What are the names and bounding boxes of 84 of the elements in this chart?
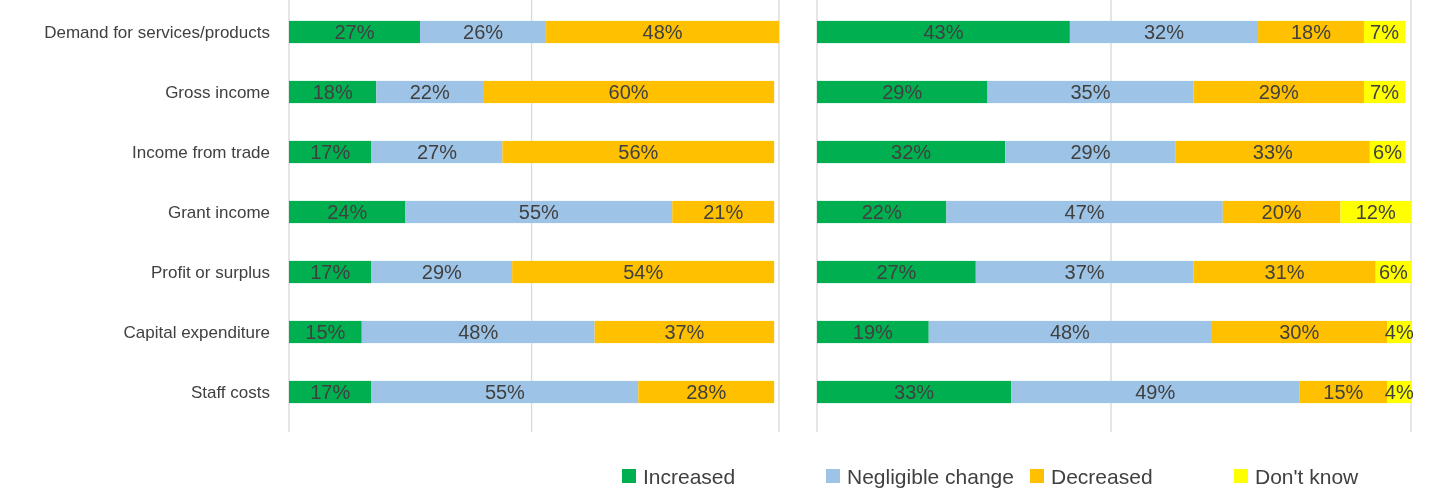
data-label: 27% [416, 141, 458, 164]
data-label: 29% [1070, 141, 1111, 164]
bar [975, 260, 1194, 284]
bar [546, 20, 779, 44]
data-label: 31% [1264, 261, 1305, 284]
data-label: 37% [664, 321, 705, 344]
data-label: 22% [861, 201, 902, 224]
data-label: 7% [1370, 81, 1400, 104]
data-label: 21% [703, 201, 744, 224]
bar [1193, 80, 1364, 104]
data-label: 18% [312, 81, 353, 104]
bar [1193, 260, 1376, 284]
y-tick-label: Capital expenditure [123, 322, 270, 342]
data-label: 35% [1070, 81, 1111, 104]
data-label: 54% [623, 261, 664, 284]
y-tick-label: Income from trade [132, 142, 270, 162]
bar [928, 320, 1212, 344]
bar [946, 200, 1223, 224]
data-label: 15% [305, 321, 346, 344]
bar [1005, 140, 1176, 164]
bar [817, 260, 976, 284]
data-label: 27% [876, 261, 917, 284]
bar [987, 80, 1194, 104]
bar [502, 140, 775, 164]
data-label: 6% [1373, 141, 1403, 164]
bar [361, 320, 595, 344]
bar [817, 80, 988, 104]
bar [512, 260, 775, 284]
y-tick-label: Staff costs [190, 382, 270, 402]
bar [483, 80, 775, 104]
bar [405, 200, 673, 224]
data-label: 29% [421, 261, 463, 284]
data-label: 48% [458, 321, 499, 344]
data-label: 6% [1378, 261, 1409, 284]
data-label: 17% [310, 261, 351, 284]
data-label: 19% [852, 321, 894, 344]
data-label: 33% [1252, 141, 1294, 164]
data-label: 47% [1064, 201, 1105, 224]
data-label: 56% [618, 141, 659, 164]
data-label: 32% [891, 141, 932, 164]
data-label: 28% [686, 381, 727, 404]
data-label: 60% [608, 81, 649, 104]
data-label: 18% [1291, 21, 1332, 44]
bar [1011, 380, 1300, 404]
bar [289, 20, 420, 44]
bar [1175, 140, 1370, 164]
bar [817, 20, 1070, 44]
bar [594, 320, 775, 344]
bar [371, 380, 639, 404]
bar [371, 140, 503, 164]
data-label: 12% [1355, 201, 1396, 224]
data-label: 7% [1370, 21, 1400, 44]
data-label: 55% [484, 381, 526, 404]
data-label: 32% [1143, 21, 1185, 44]
y-tick-label: Gross income [165, 82, 270, 102]
data-label: 26% [463, 21, 504, 44]
data-label: 20% [1261, 201, 1302, 224]
data-label: 43% [923, 21, 964, 44]
y-tick-label: Grant income [167, 202, 270, 222]
bar [371, 260, 513, 284]
data-label: 22% [409, 81, 450, 104]
data-label: 17% [310, 141, 351, 164]
data-label: 55% [518, 201, 560, 224]
data-label: 30% [1279, 321, 1320, 344]
legend-label: Negligible change [847, 464, 1014, 488]
data-label: 15% [1323, 381, 1364, 404]
legend-label: Don't know [1255, 464, 1360, 488]
data-label: 29% [882, 81, 923, 104]
y-tick-label: Demand for services/products [44, 22, 270, 42]
y-tick-label: Profit or surplus [150, 262, 270, 282]
bar [817, 140, 1006, 164]
data-label: 17% [310, 381, 351, 404]
legend-label: Increased [643, 464, 736, 488]
bar [817, 380, 1012, 404]
bar [1069, 20, 1259, 44]
data-label: 24% [327, 201, 368, 224]
data-label: 48% [642, 21, 683, 44]
data-label: 48% [1049, 321, 1091, 344]
data-label: 49% [1135, 381, 1176, 404]
data-label: 33% [894, 381, 935, 404]
data-label: 37% [1064, 261, 1105, 284]
legend-label: Decreased [1051, 464, 1153, 488]
data-label: 27% [334, 21, 375, 44]
data-label: 29% [1258, 81, 1299, 104]
